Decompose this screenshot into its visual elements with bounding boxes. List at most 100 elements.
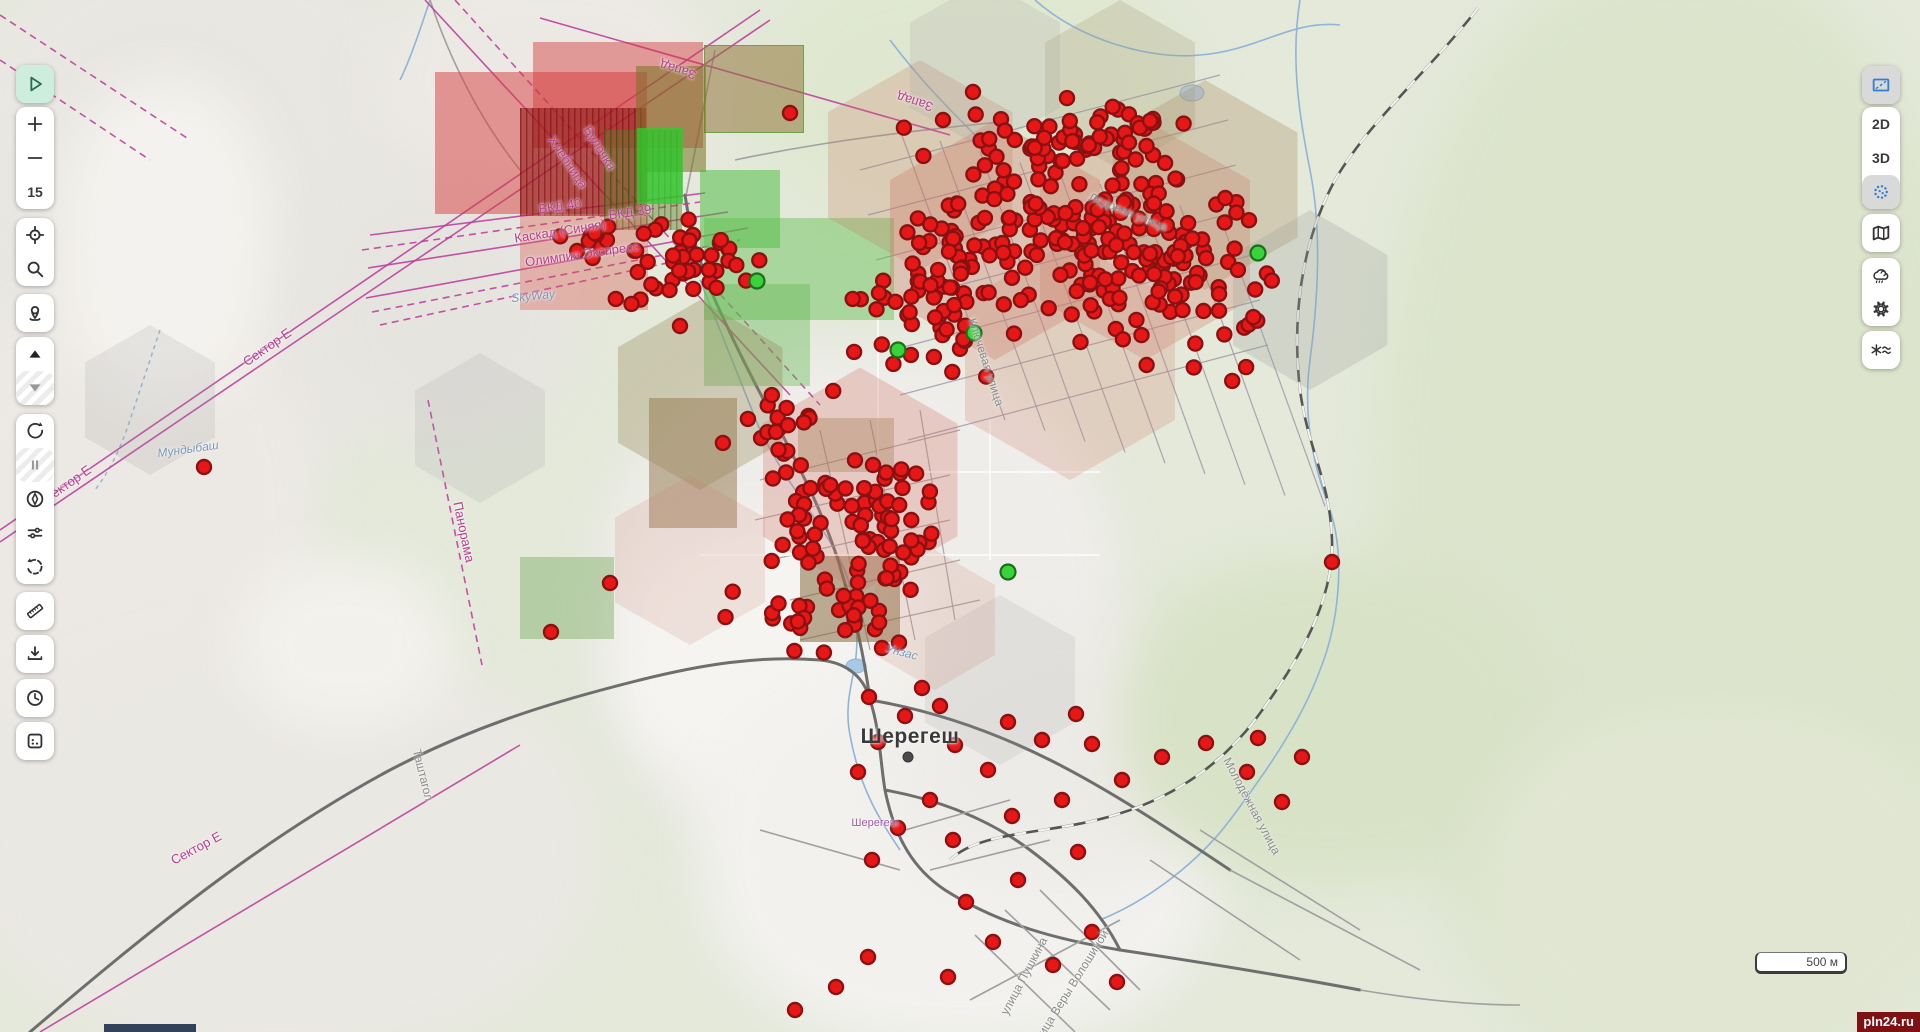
poi-dot-red[interactable]	[1082, 297, 1099, 314]
poi-dot-red[interactable]	[1197, 734, 1215, 752]
poi-dot-red[interactable]	[860, 688, 878, 706]
poi-dot-red[interactable]	[1108, 973, 1126, 991]
poi-dot-red[interactable]	[779, 417, 797, 434]
screenshot-button[interactable]	[1862, 66, 1900, 104]
poi-dot-red[interactable]	[895, 119, 913, 136]
poi-dot-red[interactable]	[195, 458, 213, 476]
poi-dot-red[interactable]	[781, 104, 799, 122]
layer-up-button[interactable]	[16, 337, 54, 371]
poi-dot-red[interactable]	[903, 288, 920, 305]
poi-dot-red[interactable]	[986, 190, 1003, 208]
poi-dot-red[interactable]	[903, 511, 920, 529]
poi-dot-red[interactable]	[1113, 771, 1131, 789]
filters-button[interactable]	[16, 516, 54, 550]
poi-dot-red[interactable]	[1156, 154, 1174, 172]
poi-dot-red[interactable]	[843, 497, 860, 515]
poi-dot-red[interactable]	[599, 218, 617, 235]
poi-dot-red[interactable]	[1027, 195, 1044, 212]
poi-dot-red[interactable]	[1035, 129, 1053, 147]
poi-dot-red[interactable]	[1245, 308, 1262, 326]
poi-dot-red[interactable]	[1012, 291, 1030, 309]
poi-dot-red[interactable]	[976, 157, 994, 174]
poi-dot-red[interactable]	[925, 348, 943, 366]
poi-dot-red[interactable]	[1187, 273, 1204, 291]
poi-dot-red[interactable]	[870, 614, 888, 631]
poi-dot-red[interactable]	[1246, 281, 1264, 298]
poi-dot-red[interactable]	[1083, 735, 1101, 753]
locate-button[interactable]	[16, 218, 54, 252]
poi-dot-red[interactable]	[1026, 139, 1043, 157]
poi-dot-red[interactable]	[883, 510, 900, 528]
poi-dot-red[interactable]	[1323, 553, 1341, 571]
poi-dot-red[interactable]	[859, 948, 877, 966]
poi-dot-red[interactable]	[1111, 289, 1128, 306]
poi-dot-red[interactable]	[1068, 150, 1086, 167]
poi-dot-red[interactable]	[944, 831, 962, 849]
poi-dot-red[interactable]	[664, 247, 682, 264]
poi-dot-red[interactable]	[929, 261, 947, 279]
weather-button[interactable]	[1862, 258, 1900, 292]
poi-dot-red[interactable]	[869, 733, 887, 751]
poi-dot-red[interactable]	[717, 608, 734, 626]
poi-dot-red[interactable]	[837, 480, 854, 497]
poi-dot-red[interactable]	[854, 532, 871, 550]
poi-dot-red[interactable]	[1071, 175, 1088, 193]
poi-dot-red[interactable]	[1005, 173, 1023, 190]
poi-dot-red[interactable]	[569, 242, 586, 260]
poi-dot-red[interactable]	[802, 479, 819, 497]
poi-dot-red[interactable]	[1175, 115, 1192, 132]
poi-dot-red[interactable]	[1223, 372, 1241, 390]
measure-button[interactable]	[16, 592, 54, 630]
poi-dot-red[interactable]	[763, 386, 780, 404]
poi-dot-red[interactable]	[1104, 98, 1121, 116]
poi-dot-red[interactable]	[1032, 232, 1049, 249]
poi-dot-red[interactable]	[941, 279, 959, 296]
poi-dot-red[interactable]	[751, 252, 768, 269]
poi-dot-red[interactable]	[635, 225, 652, 242]
poi-dot-red[interactable]	[1091, 128, 1109, 145]
poi-dot-red[interactable]	[950, 195, 967, 213]
poi-dot-red[interactable]	[1216, 214, 1233, 231]
poi-dot-red[interactable]	[887, 293, 904, 310]
poi-dot-red[interactable]	[849, 574, 867, 591]
poi-dot-red[interactable]	[1216, 326, 1233, 343]
rotate-ccw-button[interactable]	[16, 414, 54, 448]
poi-dot-red[interactable]	[1249, 729, 1267, 747]
poi-dot-red[interactable]	[1127, 151, 1144, 168]
poi-dot-red[interactable]	[818, 580, 836, 597]
poi-dot-red[interactable]	[868, 301, 885, 318]
poi-dot-red[interactable]	[995, 244, 1012, 261]
poi-dot-red[interactable]	[864, 456, 882, 474]
placemark-button[interactable]	[16, 294, 54, 332]
poi-dot-red[interactable]	[891, 496, 908, 514]
poi-dot-red[interactable]	[1229, 261, 1247, 279]
poi-dot-red[interactable]	[889, 819, 907, 837]
poi-dot-red[interactable]	[1185, 359, 1203, 376]
poi-dot-red[interactable]	[800, 554, 817, 571]
poi-dot-red[interactable]	[1064, 132, 1081, 150]
poi-dot-red[interactable]	[1238, 763, 1256, 781]
poi-dot-red[interactable]	[774, 536, 791, 553]
poi-dot-red[interactable]	[1089, 114, 1106, 131]
poi-dot-red[interactable]	[1054, 152, 1071, 170]
poi-dot-green[interactable]	[999, 563, 1017, 581]
poi-dot-red[interactable]	[910, 234, 928, 252]
poi-dot-red[interactable]	[845, 343, 863, 361]
poi-dot-red[interactable]	[1138, 356, 1155, 374]
poi-dot-red[interactable]	[786, 1001, 804, 1019]
poi-dot-red[interactable]	[1210, 302, 1228, 319]
poi-dot-red[interactable]	[1115, 193, 1133, 211]
poi-dot-red[interactable]	[1063, 306, 1080, 323]
poi-dot-red[interactable]	[1081, 274, 1099, 291]
poi-dot-red[interactable]	[708, 279, 725, 296]
poi-dot-red[interactable]	[815, 644, 833, 661]
poi-dot-red[interactable]	[849, 763, 867, 781]
poi-dot-red[interactable]	[899, 224, 916, 241]
poi-dot-red[interactable]	[1061, 112, 1079, 130]
poi-dot-red[interactable]	[1074, 219, 1092, 237]
poi-dot-red[interactable]	[1112, 254, 1130, 271]
mode-2d-button[interactable]: 2D	[1872, 116, 1890, 132]
poi-dot-red[interactable]	[931, 697, 949, 715]
poi-dot-red[interactable]	[952, 265, 970, 282]
